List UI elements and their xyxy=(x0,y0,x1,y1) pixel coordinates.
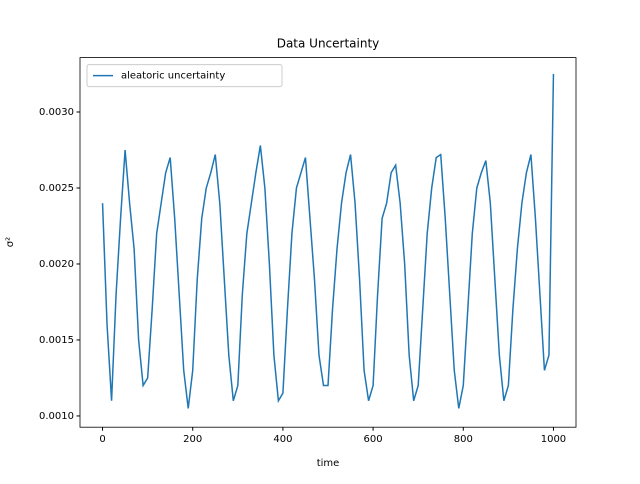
x-axis-label: time xyxy=(317,458,340,469)
line-series xyxy=(101,74,555,409)
y-axis-label: σ² xyxy=(5,237,16,247)
axes-frame xyxy=(79,57,577,428)
legend-label: aleatoric uncertainty xyxy=(121,71,225,82)
x-tick-label: 0 xyxy=(99,434,105,445)
y-tick-label: 0.0030 xyxy=(39,107,74,118)
x-tick-label: 800 xyxy=(454,434,473,445)
x-tick-label: 1000 xyxy=(541,434,566,445)
y-tick-label: 0.0020 xyxy=(39,259,74,270)
y-tick-label: 0.0025 xyxy=(39,183,74,194)
y-tick-label: 0.0010 xyxy=(39,411,74,422)
x-tick-label: 600 xyxy=(364,434,383,445)
x-tick-label: 200 xyxy=(183,434,202,445)
y-tick-label: 0.0015 xyxy=(39,335,74,346)
x-tick-label: 400 xyxy=(273,434,292,445)
chart-title: Data Uncertainty xyxy=(277,37,380,51)
legend-box xyxy=(86,64,283,88)
